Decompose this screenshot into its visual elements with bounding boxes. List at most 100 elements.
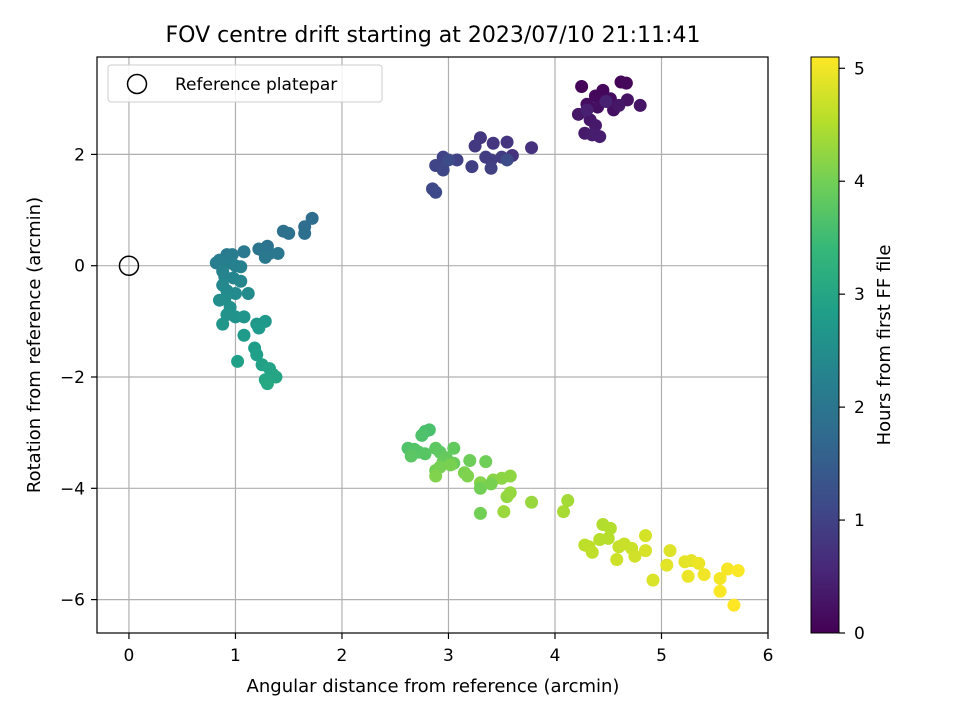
scatter-point [231,354,245,368]
scatter-point [282,226,296,240]
scatter-point [447,441,461,455]
colorbar-label: Hours from first FF file [874,245,895,446]
scatter-point [260,377,274,391]
scatter-point [525,495,539,509]
scatter-point [575,79,589,93]
scatter-point [484,161,498,175]
scatter-point [727,598,741,612]
colorbar-tick-label: 3 [854,285,865,305]
scatter-point [633,98,647,112]
scatter-point [639,544,653,558]
scatter-point [486,136,500,150]
scatter-point [610,553,624,567]
scatter-point [484,477,498,491]
scatter-point [585,545,599,559]
chart-title: FOV centre drift starting at 2023/07/10 … [166,23,701,48]
scatter-point [258,250,272,264]
colorbar-tick-label: 1 [854,511,865,531]
scatter-point [599,95,613,109]
scatter-point [628,549,642,563]
scatter-point [415,428,429,442]
scatter-point [561,494,575,508]
scatter-point [639,529,653,543]
scatter-point [305,211,319,225]
x-tick-label: 1 [230,646,241,666]
scatter-point [619,76,633,90]
scatter-point [473,506,487,520]
scatter-point [237,310,251,324]
colorbar-tick-label: 2 [854,398,865,418]
colorbar-tick-label: 0 [854,624,865,644]
scatter-point [497,505,511,519]
scatter-point [271,246,285,260]
scatter-point [681,569,695,583]
scatter-point [660,558,674,572]
scatter-point [461,469,475,483]
scatter-point [436,163,450,177]
y-tick-label: −2 [60,368,85,388]
legend: Reference platepar [107,64,383,103]
scatter-point [731,564,745,578]
x-tick-label: 6 [763,646,774,666]
scatter-point [252,321,266,335]
x-tick-label: 0 [124,646,135,666]
scatter-point [429,469,443,483]
y-tick-label: −6 [60,591,85,611]
y-axis-label: Rotation from reference (arcmin) [24,197,45,493]
scatter-point [588,89,602,103]
scatter-point [646,573,660,587]
scatter-point [444,458,458,472]
scatter-point [479,150,493,164]
scatter-point [692,556,706,570]
scatter-point [429,185,443,199]
scatter-point [473,481,487,495]
x-tick-label: 5 [656,646,667,666]
scatter-point [216,317,230,331]
scatter-point [250,348,264,362]
x-axis-ticks: 0 1 2 3 4 5 6 [124,633,774,666]
y-tick-label: 0 [74,257,85,277]
scatter-point [465,160,479,174]
scatter-point [241,287,255,301]
scatter-point [580,103,594,117]
colorbar-ticks: 0 1 2 3 4 5 [839,59,865,644]
scatter-point [500,153,514,167]
scatter-point [603,521,617,535]
scatter-point [468,139,482,153]
scatter-point [212,293,226,307]
scatter-point [234,260,248,274]
scatter-point [441,153,455,167]
scatter-point [298,226,312,240]
scatter-point [713,571,727,585]
scatter-point [463,453,477,467]
scatter-point [228,287,242,301]
scatter-point [697,568,711,582]
colorbar: 0 1 2 3 4 5 Hours from first FF file [810,56,895,644]
scatter-point [525,141,539,155]
colorbar-tick-label: 4 [854,172,865,192]
legend-box [107,64,383,103]
x-tick-label: 2 [337,646,348,666]
scatter-point [418,447,432,461]
scatter-point [593,130,607,144]
y-tick-label: −4 [60,479,85,499]
legend-marker-icon [126,73,148,95]
scatter-point [234,274,248,288]
reference-marker [118,255,140,276]
y-tick-label: 2 [74,145,85,165]
x-axis-label: Angular distance from reference (arcmin) [247,676,620,697]
y-axis-ticks: −6 −4 −2 0 2 [60,145,97,611]
legend-entry: Reference platepar [175,75,337,95]
scatter-point [721,562,735,576]
data-points [209,75,745,612]
scatter-point [713,584,727,598]
scatter-point [479,455,493,469]
scatter-point [663,544,677,558]
scatter-point [503,469,517,483]
colorbar-tick-label: 5 [854,59,865,79]
colorbar-gradient [810,56,840,634]
x-tick-label: 3 [443,646,454,666]
scatter-point [237,328,251,342]
scatter-point [612,98,626,112]
